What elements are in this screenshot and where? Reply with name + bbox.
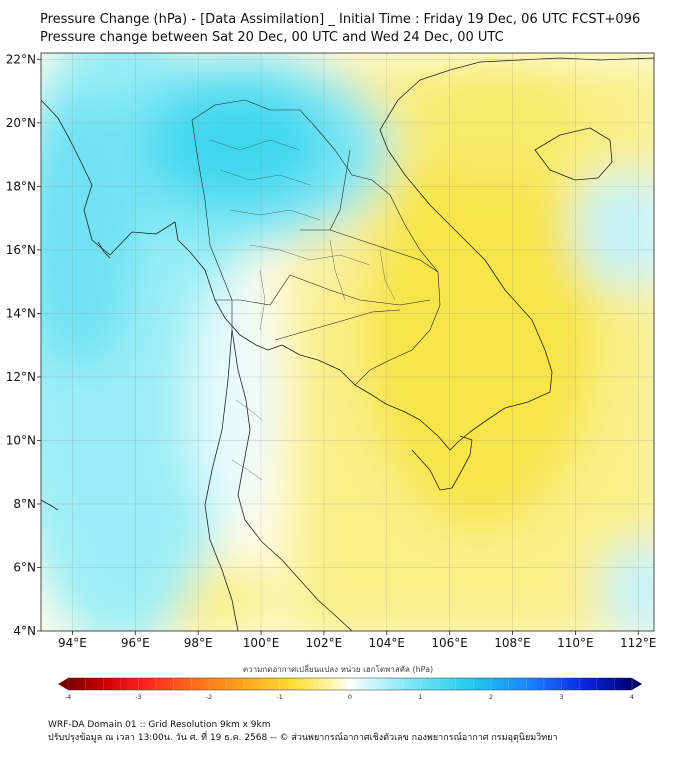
lat-tick-label: 8°N xyxy=(13,497,36,511)
graticule xyxy=(41,53,654,631)
colorbar-tick-label: 4 xyxy=(630,693,634,701)
footer-model-info: WRF-DA Domain 01 :: Grid Resolution 9km … xyxy=(48,720,271,730)
lon-tick-label: 94°E xyxy=(58,636,87,650)
colorbar-tick-label: 0 xyxy=(348,693,352,701)
chart-subtitle: Pressure change between Sat 20 Dec, 00 U… xyxy=(40,30,504,45)
lon-tick-label: 104°E xyxy=(369,636,406,650)
lat-tick-label: 10°N xyxy=(6,433,36,447)
lon-tick-label: 112°E xyxy=(620,636,657,650)
footer-update-info: ปรับปรุงข้อมูล ณ เวลา 13:00น. วัน ศ. ที่… xyxy=(48,733,558,743)
lon-tick-label: 106°E xyxy=(431,636,468,650)
lat-tick-label: 18°N xyxy=(6,179,36,193)
colorbar-tick-label: -3 xyxy=(135,693,141,701)
map-frame xyxy=(40,52,655,632)
colorbar-title: ความกดอากาศเปลี่ยนแปลง หน่วย เฮกโตพาสคัล… xyxy=(242,665,434,674)
colorbar-tick-label: 3 xyxy=(559,693,563,701)
colorbar: -4 -3 -2 -1 0 1 2 3 4 xyxy=(58,677,642,701)
lat-tick-label: 16°N xyxy=(6,243,36,257)
lon-tick-label: 96°E xyxy=(121,636,150,650)
lon-tick-label: 108°E xyxy=(494,636,531,650)
lat-tick-label: 22°N xyxy=(6,52,36,66)
provincial-borders xyxy=(209,139,396,481)
lat-tick-label: 6°N xyxy=(13,560,36,574)
pressure-change-field xyxy=(41,53,654,631)
lat-tick-label: 20°N xyxy=(6,116,36,130)
lat-tick-label: 12°N xyxy=(6,370,36,384)
lon-tick-label: 100°E xyxy=(243,636,280,650)
colorbar-tick-label: 1 xyxy=(418,693,422,701)
lon-tick-label: 102°E xyxy=(306,636,343,650)
colorbar-tick-label: 2 xyxy=(489,693,493,701)
colorbar-tick-label: -2 xyxy=(206,693,212,701)
colorbar-tick-label: -1 xyxy=(276,693,282,701)
national-borders xyxy=(191,99,441,386)
lat-tick-label: 14°N xyxy=(6,306,36,320)
chart-title: Pressure Change (hPa) - [Data Assimilati… xyxy=(40,12,641,27)
coastlines-and-borders xyxy=(41,57,654,631)
lat-tick-label: 4°N xyxy=(13,624,36,638)
colorbar-tick-label: -4 xyxy=(65,693,71,701)
lon-tick-label: 110°E xyxy=(557,636,594,650)
lon-tick-label: 98°E xyxy=(184,636,213,650)
